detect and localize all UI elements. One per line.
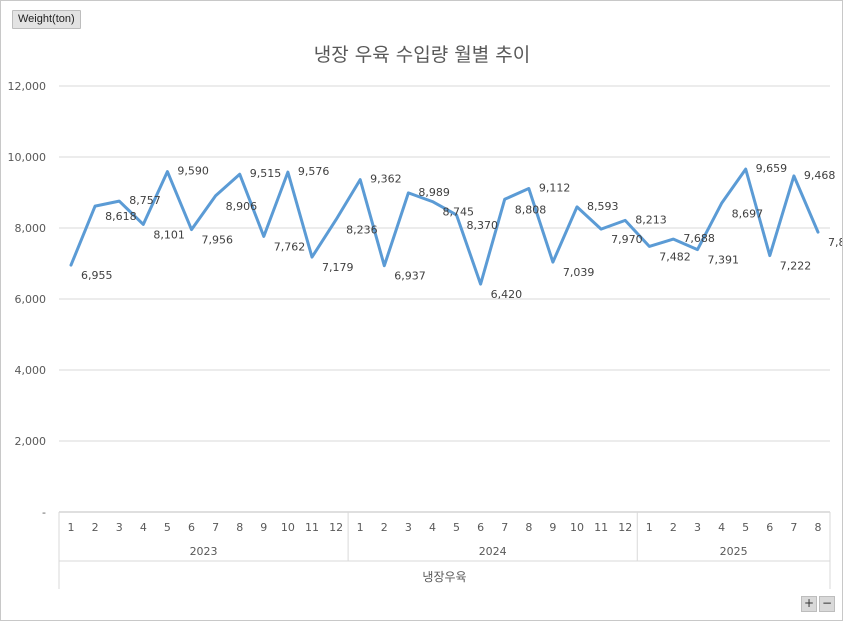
- x-tick-label: 9: [549, 521, 556, 534]
- data-label: 9,468: [804, 169, 836, 182]
- x-tick-label: 12: [329, 521, 343, 534]
- x-tick-label: 6: [188, 521, 195, 534]
- x-tick-label: 2: [381, 521, 388, 534]
- chart-title: 냉장 우육 수입량 월별 추이: [314, 44, 530, 66]
- zoom-controls: + −: [801, 596, 835, 612]
- x-tick-label: 1: [357, 521, 364, 534]
- x-tick-label: 10: [570, 521, 584, 534]
- data-label: 9,515: [250, 167, 282, 180]
- x-tick-label: 1: [646, 521, 653, 534]
- x-tick-label: 4: [718, 521, 725, 534]
- year-label: 2024: [479, 545, 507, 558]
- x-tick-label: 7: [212, 521, 219, 534]
- x-tick-label: 4: [140, 521, 147, 534]
- data-label: 7,179: [322, 261, 354, 274]
- x-tick-label: 8: [236, 521, 243, 534]
- data-label: 8,101: [153, 228, 185, 241]
- data-label: 9,659: [756, 162, 788, 175]
- data-label: 8,745: [442, 206, 474, 219]
- x-tick-label: 11: [305, 521, 319, 534]
- data-label: 9,590: [177, 165, 209, 178]
- data-label: 8,989: [418, 186, 450, 199]
- data-label: 8,213: [635, 213, 667, 226]
- data-label: 9,112: [539, 182, 571, 195]
- data-label: 7,482: [659, 250, 691, 263]
- data-label: 7,688: [683, 232, 715, 245]
- data-label: 7,762: [274, 240, 306, 253]
- x-tick-label: 7: [501, 521, 508, 534]
- data-label: 7,884: [828, 236, 842, 249]
- year-label: 2023: [190, 545, 218, 558]
- x-tick-label: 2: [92, 521, 99, 534]
- x-tick-label: 3: [694, 521, 701, 534]
- x-tick-label: 3: [116, 521, 123, 534]
- zoom-out-button[interactable]: −: [819, 596, 835, 612]
- x-tick-label: 5: [453, 521, 460, 534]
- y-tick-label: 2,000: [15, 435, 47, 448]
- x-axis-title: 냉장우육: [422, 570, 466, 584]
- data-label: 8,236: [346, 224, 378, 237]
- data-label: 8,593: [587, 200, 619, 213]
- zoom-in-button[interactable]: +: [801, 596, 817, 612]
- data-label: 8,906: [226, 200, 258, 213]
- x-tick-label: 5: [742, 521, 749, 534]
- x-tick-label: 9: [260, 521, 267, 534]
- data-label: 7,222: [780, 260, 812, 273]
- x-tick-label: 12: [618, 521, 632, 534]
- data-label: 9,362: [370, 173, 402, 186]
- data-label: 8,757: [129, 194, 161, 207]
- data-label: 7,391: [707, 254, 739, 267]
- x-tick-label: 6: [766, 521, 773, 534]
- y-tick-label: 6,000: [15, 293, 47, 306]
- y-tick-label: 4,000: [15, 364, 47, 377]
- data-label: 8,370: [467, 219, 499, 232]
- x-tick-label: 7: [790, 521, 797, 534]
- x-tick-label: 2: [670, 521, 677, 534]
- x-tick-label: 1: [68, 521, 75, 534]
- x-tick-label: 8: [525, 521, 532, 534]
- data-label: 8,618: [105, 210, 137, 223]
- data-label: 8,808: [515, 203, 547, 216]
- x-tick-label: 4: [429, 521, 436, 534]
- year-label: 2025: [720, 545, 748, 558]
- y-tick-label: 10,000: [8, 151, 47, 164]
- x-tick-label: 3: [405, 521, 412, 534]
- data-label: 7,970: [611, 233, 643, 246]
- y-tick-label: 12,000: [8, 80, 47, 93]
- x-tick-label: 5: [164, 521, 171, 534]
- x-tick-label: 8: [814, 521, 821, 534]
- y-tick-label: -: [42, 506, 46, 519]
- data-label: 7,039: [563, 266, 595, 279]
- data-label: 7,956: [202, 234, 234, 247]
- data-label: 9,576: [298, 165, 330, 178]
- series-line: [69, 167, 820, 286]
- x-tick-label: 6: [477, 521, 484, 534]
- data-label: 6,420: [491, 288, 523, 301]
- data-label: 6,955: [81, 269, 113, 282]
- data-label: 6,937: [394, 270, 426, 283]
- x-tick-label: 10: [281, 521, 295, 534]
- y-tick-label: 8,000: [15, 222, 47, 235]
- unit-badge[interactable]: Weight(ton): [12, 10, 81, 29]
- x-tick-label: 11: [594, 521, 608, 534]
- data-label: 8,697: [732, 207, 764, 220]
